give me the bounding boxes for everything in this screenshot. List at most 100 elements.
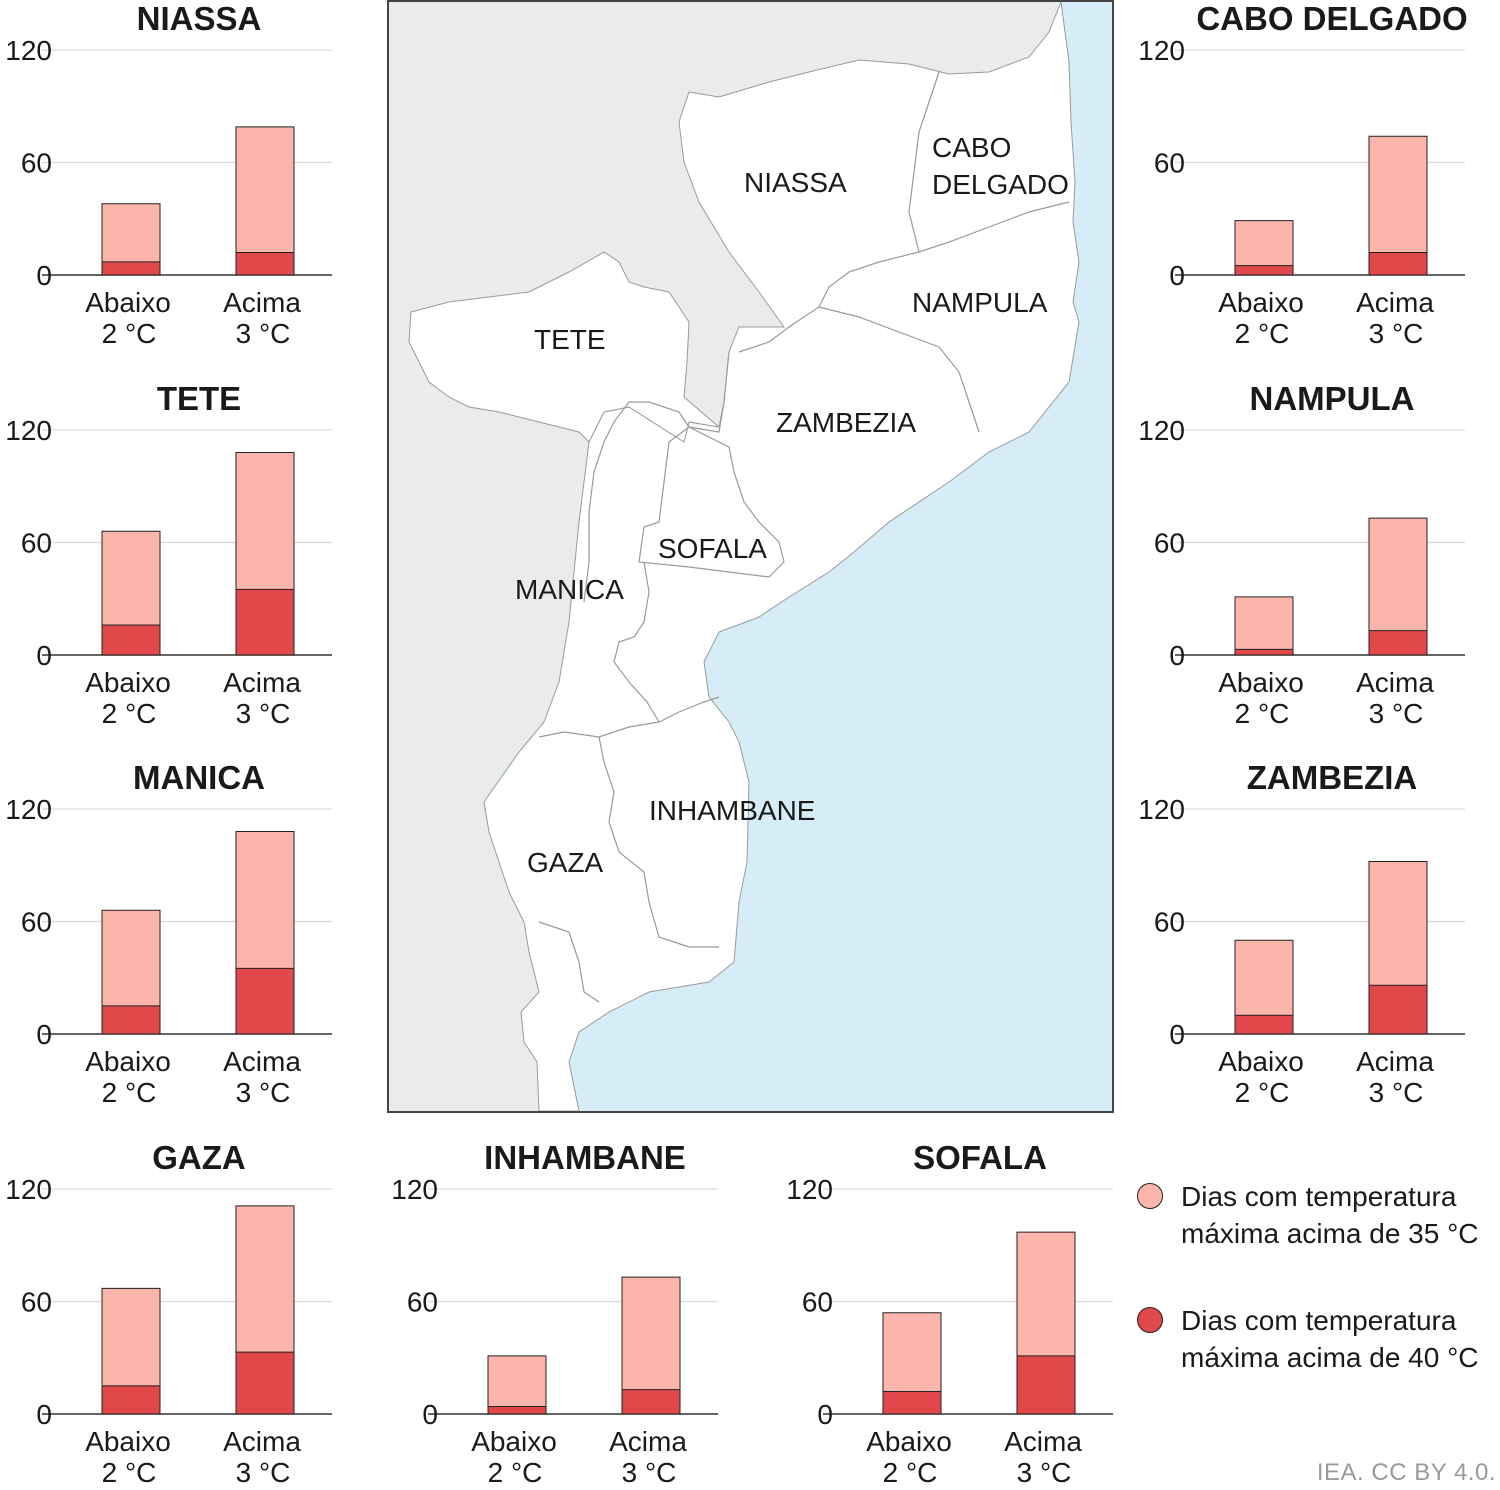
legend-item-40: Dias com temperatura máxima acima de 40 …: [1135, 1302, 1500, 1376]
y-tick-label: 120: [1138, 415, 1185, 446]
chart-title-cabo-delgado: CABO DELGADO: [1196, 0, 1468, 37]
chart-cabo-delgado: CABO DELGADO 0 60 120 Abaixo 2 °C Acima 3 °C: [1133, 0, 1478, 350]
map-label-cabo-1: CABO: [932, 132, 1011, 163]
x-category-label: Acima: [1356, 667, 1434, 698]
x-category-label: Abaixo: [85, 287, 171, 318]
y-tick-label: 0: [36, 640, 52, 671]
y-tick-label: 60: [21, 907, 52, 938]
y-tick-label: 0: [36, 1399, 52, 1430]
y-tick-label: 0: [36, 260, 52, 291]
x-category-sublabel: 2 °C: [1235, 1077, 1290, 1108]
source-credit: IEA. CC BY 4.0.: [1316, 1459, 1496, 1486]
bar-above-40: [882, 1391, 942, 1415]
x-category-label: Abaixo: [1218, 1046, 1304, 1077]
bar-above-40: [235, 1351, 295, 1415]
bar-above-40: [1016, 1355, 1076, 1415]
map-label-sofala: SOFALA: [658, 533, 767, 564]
map-label-tete: TETE: [534, 324, 606, 355]
chart-title-manica: MANICA: [133, 759, 265, 796]
y-tick-label: 0: [1169, 640, 1185, 671]
chart-nampula: NAMPULA 0 60 120 Abaixo 2 °C Acima 3 °C: [1133, 380, 1478, 730]
chart-niassa: NIASSA 0 60 120 Abaixo 2 °C Acima 3 °C: [0, 0, 345, 350]
chart-title-nampula: NAMPULA: [1249, 380, 1415, 417]
chart-sofala: SOFALA 0 60 120 Abaixo 2 °C Acima 3 °C: [781, 1139, 1126, 1489]
x-category-label: Abaixo: [1218, 667, 1304, 698]
bar-above-40: [1368, 252, 1428, 276]
x-category-label: Acima: [223, 287, 301, 318]
x-category-label: Abaixo: [85, 1046, 171, 1077]
tete-land: [408, 251, 721, 443]
x-category-label: Abaixo: [471, 1426, 557, 1457]
x-category-sublabel: 2 °C: [102, 1457, 157, 1488]
bar-above-40: [101, 1005, 161, 1035]
x-category-sublabel: 2 °C: [1235, 318, 1290, 349]
chart-inhambane: INHAMBANE 0 60 120 Abaixo 2 °C Acima 3 °C: [386, 1139, 731, 1489]
x-category-sublabel: 2 °C: [102, 318, 157, 349]
y-tick-label: 60: [21, 148, 52, 179]
chart-title-sofala: SOFALA: [913, 1139, 1047, 1176]
map-label-inhambane: INHAMBANE: [649, 795, 815, 826]
x-category-label: Acima: [1356, 287, 1434, 318]
map-svg: NIASSA CABO DELGADO NAMPULA TETE ZAMBEZI…: [389, 2, 1080, 1111]
x-category-sublabel: 3 °C: [1369, 318, 1424, 349]
chart-title-niassa: NIASSA: [136, 0, 262, 37]
chart-gaza: GAZA 0 60 120 Abaixo 2 °C Acima 3 °C: [0, 1139, 345, 1489]
map-label-zambezia: ZAMBEZIA: [776, 407, 916, 438]
bar-above-35: [1234, 596, 1294, 656]
mozambique-map: NIASSA CABO DELGADO NAMPULA TETE ZAMBEZI…: [387, 0, 1114, 1113]
map-label-cabo-2: DELGADO: [932, 169, 1069, 200]
legend-swatch-light: [1137, 1183, 1163, 1209]
legend: Dias com temperatura máxima acima de 35 …: [1135, 1178, 1500, 1376]
bar-above-35: [1368, 135, 1428, 276]
bar-above-40: [621, 1389, 681, 1415]
bar-above-40: [1234, 648, 1294, 656]
y-tick-label: 120: [5, 35, 52, 66]
y-tick-label: 0: [1169, 260, 1185, 291]
y-tick-label: 120: [5, 415, 52, 446]
x-category-sublabel: 3 °C: [236, 1457, 291, 1488]
y-tick-label: 0: [422, 1399, 438, 1430]
y-tick-label: 60: [1154, 907, 1185, 938]
x-category-label: Abaixo: [866, 1426, 952, 1457]
chart-manica: MANICA 0 60 120 Abaixo 2 °C Acima 3 °C: [0, 759, 345, 1109]
x-category-label: Abaixo: [1218, 287, 1304, 318]
legend-label-40: Dias com temperatura máxima acima de 40 …: [1181, 1305, 1479, 1373]
legend-label-35: Dias com temperatura máxima acima de 35 …: [1181, 1181, 1479, 1249]
x-category-label: Acima: [1356, 1046, 1434, 1077]
legend-item-35: Dias com temperatura máxima acima de 35 …: [1135, 1178, 1500, 1252]
chart-title-zambezia: ZAMBEZIA: [1246, 759, 1418, 796]
x-category-label: Abaixo: [85, 1426, 171, 1457]
x-category-sublabel: 3 °C: [236, 318, 291, 349]
y-tick-label: 120: [5, 794, 52, 825]
map-label-niassa: NIASSA: [744, 167, 847, 198]
map-label-gaza: GAZA: [527, 847, 604, 878]
y-tick-label: 60: [407, 1287, 438, 1318]
x-category-label: Abaixo: [85, 667, 171, 698]
bar-above-40: [1234, 265, 1294, 276]
x-category-sublabel: 3 °C: [236, 1077, 291, 1108]
x-category-label: Acima: [223, 1046, 301, 1077]
bar-above-40: [487, 1406, 547, 1415]
x-category-sublabel: 3 °C: [622, 1457, 677, 1488]
y-tick-label: 120: [1138, 794, 1185, 825]
map-label-nampula: NAMPULA: [912, 287, 1048, 318]
region-boundaries: [538, 71, 1070, 1003]
bar-above-40: [1368, 630, 1428, 656]
y-tick-label: 60: [802, 1287, 833, 1318]
y-tick-label: 120: [391, 1174, 438, 1205]
x-category-sublabel: 2 °C: [883, 1457, 938, 1488]
bar-above-40: [1234, 1014, 1294, 1035]
bar-above-40: [101, 261, 161, 276]
y-tick-label: 60: [21, 528, 52, 559]
bar-above-40: [235, 588, 295, 656]
y-tick-label: 120: [786, 1174, 833, 1205]
y-tick-label: 0: [36, 1019, 52, 1050]
